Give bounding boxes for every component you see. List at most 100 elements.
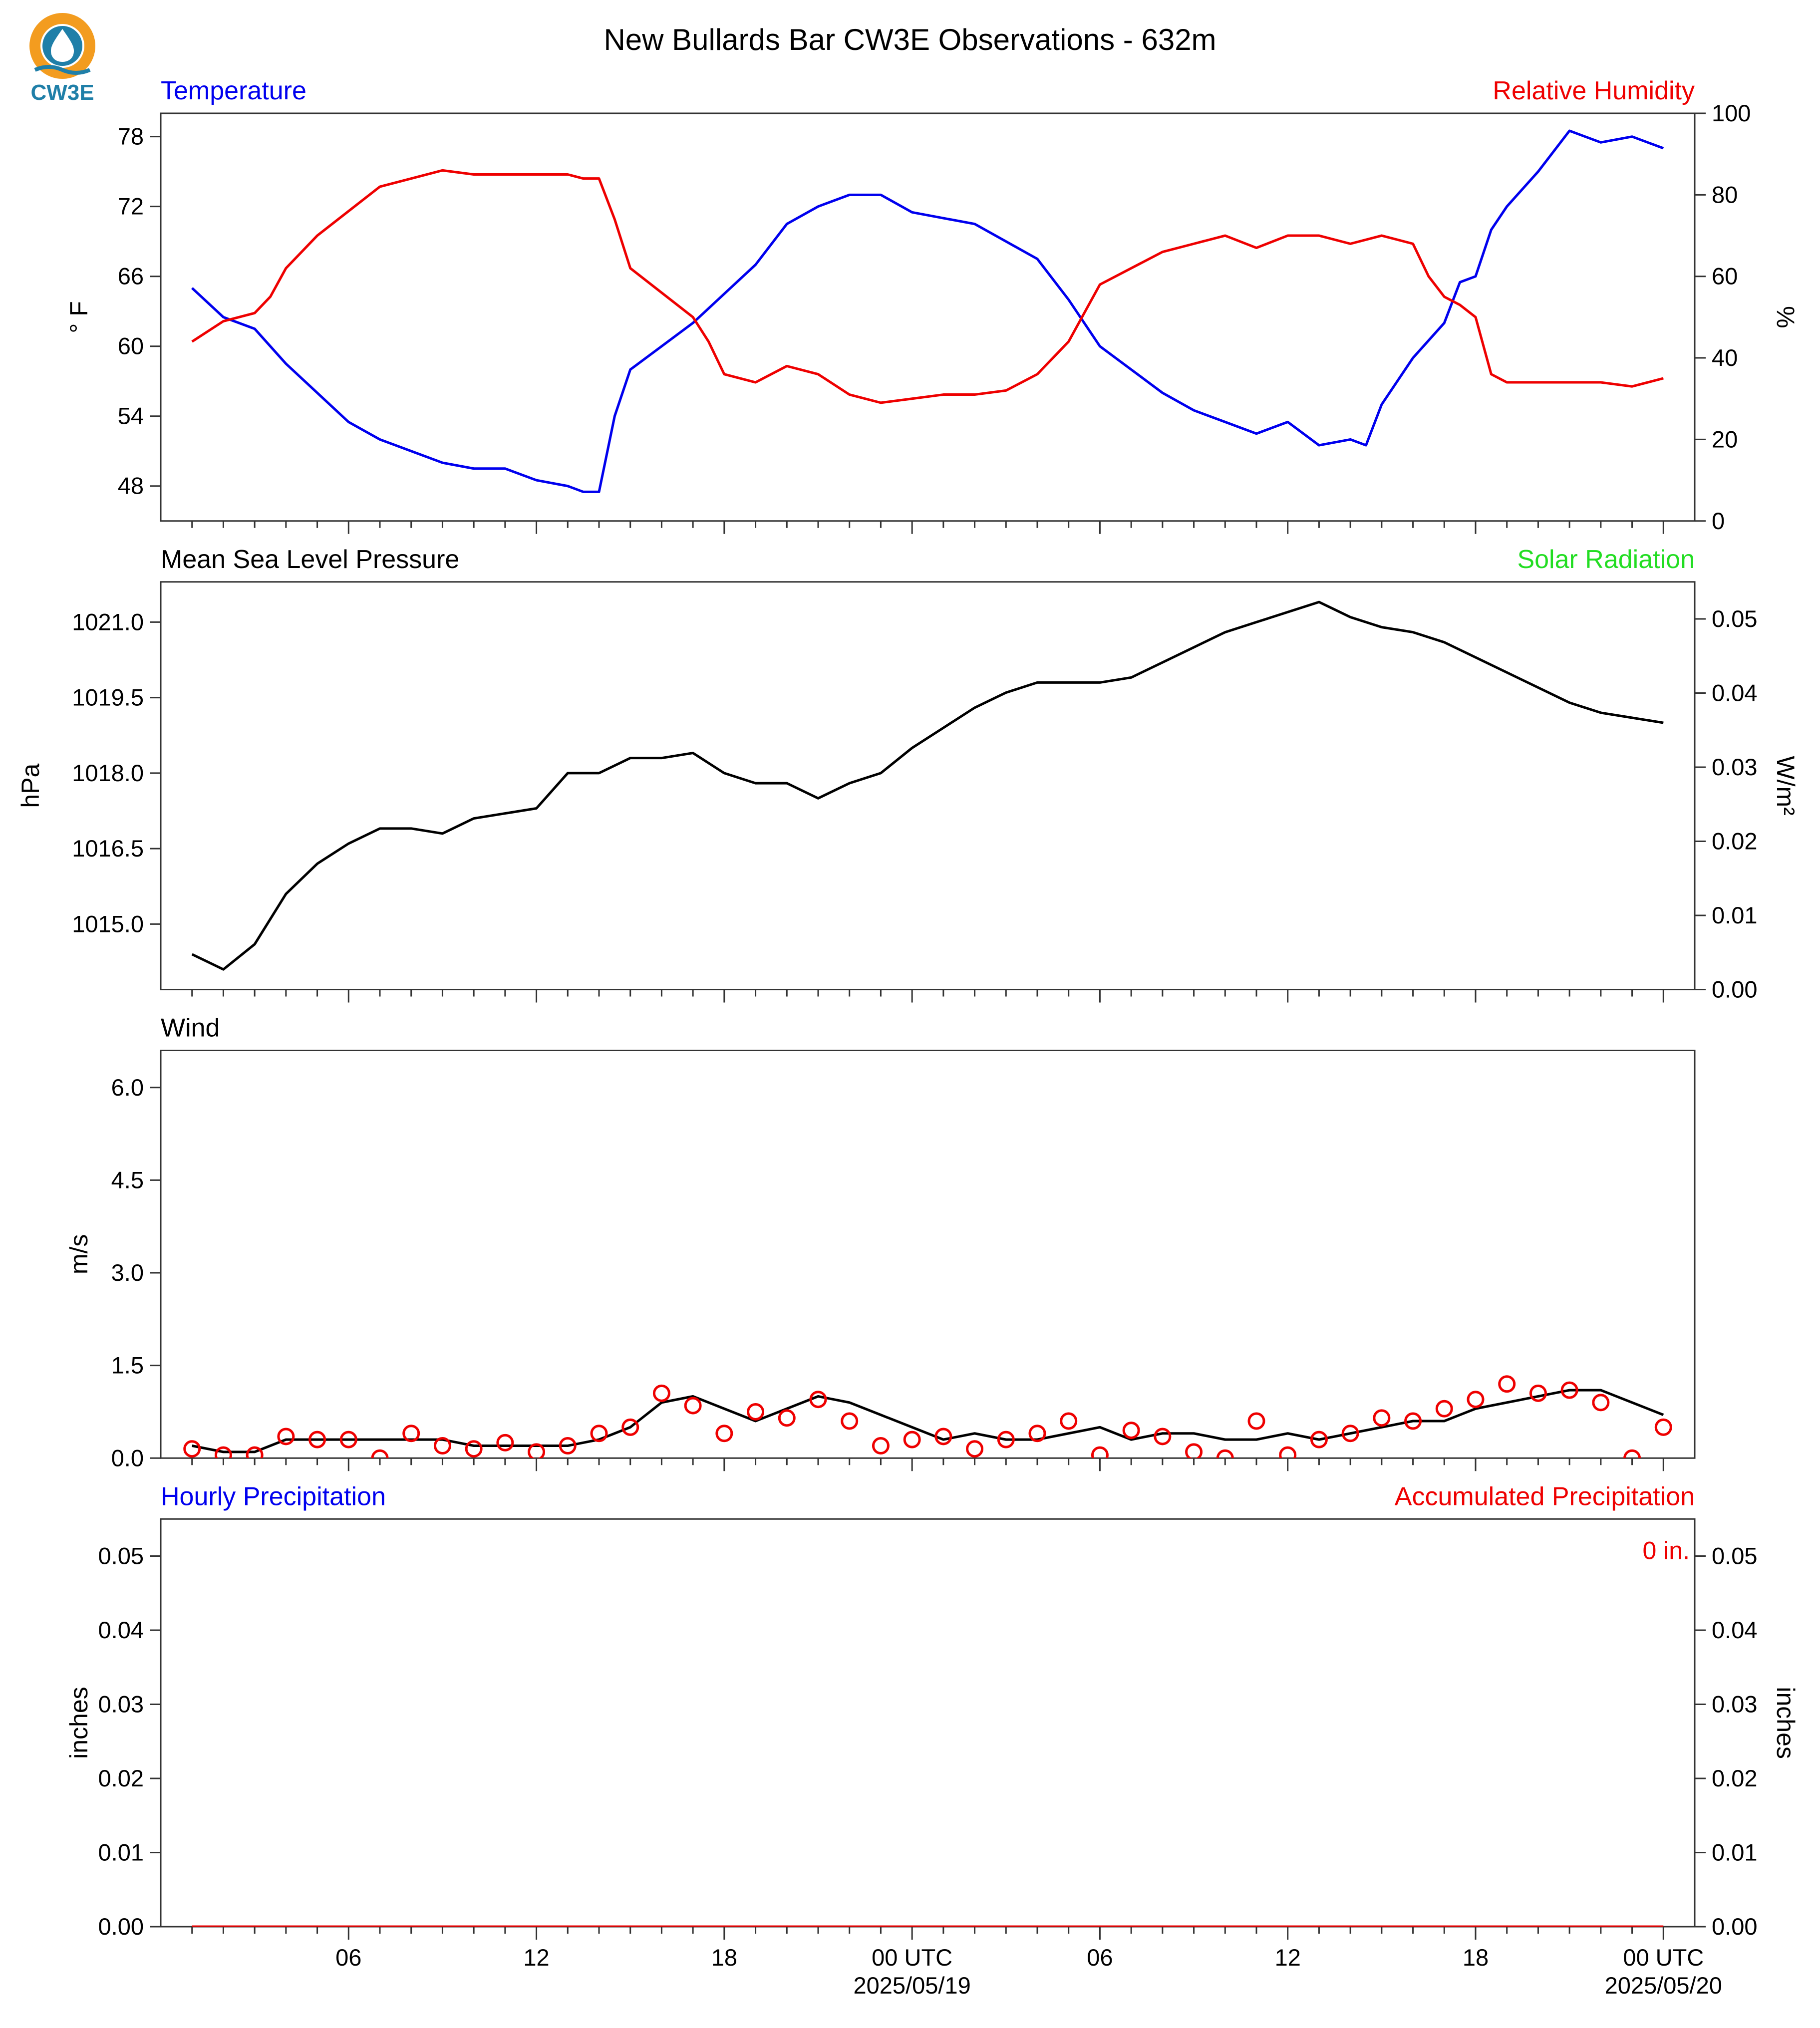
wind-gust-marker: [371, 1449, 389, 1458]
panel-right-title: Accumulated Precipitation: [1395, 1482, 1695, 1511]
y2-tick-label: 0.05: [1712, 1543, 1757, 1569]
plot-frame: [160, 1050, 1696, 1459]
wind-gust-marker: [496, 1434, 514, 1451]
panel-left-title: Hourly Precipitation: [161, 1482, 386, 1511]
y2-tick-label: 80: [1712, 181, 1738, 208]
wind-gust-marker: [778, 1409, 796, 1427]
wind-gust-marker: [559, 1437, 577, 1454]
wind-gust-marker: [1279, 1446, 1297, 1458]
y-tick-label: 1015.0: [72, 910, 144, 937]
y-tick-label: 60: [118, 333, 144, 359]
y2-axis-label: inches: [1772, 1687, 1800, 1759]
y-tick-label: 0.05: [98, 1543, 144, 1569]
water-drop-icon: [51, 29, 74, 62]
panel-3: Hourly Precipitation Accumulated Precipit…: [65, 1482, 1800, 1999]
y-tick-label: 48: [118, 473, 144, 499]
wind-gust-marker: [809, 1391, 827, 1409]
wind-gust-marker: [1498, 1375, 1516, 1393]
series-line-0: [191, 600, 1664, 971]
logo-waves: [34, 65, 91, 75]
y-axis-label: inches: [65, 1687, 93, 1759]
wind-gust-marker: [747, 1403, 765, 1421]
panel-right-title: Relative Humidity: [1493, 76, 1695, 105]
wind-gust-marker: [684, 1397, 702, 1415]
y-tick-label: 0.00: [98, 1913, 144, 1940]
y-tick-label: 0.02: [98, 1765, 144, 1791]
wind-gust-marker: [872, 1437, 890, 1454]
series-line-1: [191, 169, 1664, 404]
x-tick-label: 00 UTC: [872, 1944, 952, 1971]
y2-tick-label: 0: [1712, 508, 1725, 534]
wind-gust-marker: [1091, 1446, 1109, 1458]
panel-left-title: Temperature: [161, 76, 306, 105]
y-axis-label: ° F: [65, 301, 93, 333]
wind-gust-marker: [1060, 1412, 1078, 1430]
series-group: [183, 1375, 1672, 1458]
panel-1: Mean Sea Level Pressure Solar Radiation 10…: [16, 545, 1800, 1003]
y-tick-label: 1019.5: [72, 684, 144, 711]
wind-gust-marker: [339, 1431, 357, 1449]
x-tick-label: 12: [523, 1944, 549, 1971]
wind-gust-marker: [1341, 1425, 1359, 1443]
wind-gust-marker: [841, 1412, 859, 1430]
y2-tick-label: 0.01: [1712, 1839, 1757, 1866]
wind-gust-marker: [1028, 1425, 1046, 1443]
y-tick-label: 0.03: [98, 1691, 144, 1718]
wind-gust-marker: [528, 1443, 546, 1458]
y-tick-label: 4.5: [111, 1166, 144, 1193]
series-group: [191, 600, 1664, 971]
y-tick-label: 54: [118, 403, 144, 429]
series-group: [191, 129, 1664, 493]
wind-gust-marker: [183, 1440, 201, 1458]
y2-axis-label: %: [1772, 306, 1800, 328]
logo-text: CW3E: [30, 80, 94, 105]
wind-gust-marker: [652, 1384, 670, 1402]
y2-tick-label: 0.04: [1712, 680, 1757, 706]
logo-ring: [29, 13, 95, 79]
wind-gust-marker: [1247, 1412, 1265, 1430]
y2-tick-label: 20: [1712, 426, 1738, 452]
wind-gust-marker: [966, 1440, 984, 1458]
wind-gust-marker: [934, 1428, 952, 1446]
plot-frame: [160, 112, 1696, 522]
wind-gust-marker: [1185, 1443, 1203, 1458]
y-tick-label: 1018.0: [72, 760, 144, 786]
wind-gust-marker: [1404, 1412, 1422, 1430]
wind-gust-marker: [1216, 1449, 1234, 1458]
y2-tick-label: 0.00: [1712, 976, 1757, 1003]
panel-left-title: Wind: [161, 1014, 220, 1043]
panel-0: Temperature Relative Humidity 48 54 60 66 72 78…: [65, 76, 1800, 534]
wind-gust-marker: [1560, 1381, 1578, 1399]
x-tick-label: 00 UTC: [1623, 1944, 1704, 1971]
y2-axis-label: W/m²: [1772, 756, 1800, 815]
wind-gust-marker: [903, 1431, 921, 1449]
panel-2: Wind 0.0 1.5 3.0 4.5 6.0 m/s: [65, 1014, 1696, 1471]
y2-tick-label: 0.04: [1712, 1617, 1757, 1643]
y2-tick-label: 0.02: [1712, 1765, 1757, 1791]
wind-gust-marker: [1373, 1409, 1391, 1427]
wind-gust-marker: [621, 1418, 639, 1436]
panel-right-title: Solar Radiation: [1517, 545, 1695, 574]
x-tick-label: 18: [711, 1944, 737, 1971]
y2-tick-label: 0.00: [1712, 1913, 1757, 1940]
wind-gust-marker: [465, 1440, 483, 1458]
wind-gust-marker: [1467, 1391, 1485, 1409]
wind-gust-marker: [715, 1425, 733, 1443]
wind-gust-marker: [1435, 1400, 1453, 1418]
chart-title: New Bullards Bar CW3E Observations - 632…: [604, 23, 1216, 56]
y-tick-label: 1021.0: [72, 608, 144, 635]
wind-gust-marker: [433, 1437, 451, 1454]
y-tick-label: 0.04: [98, 1617, 144, 1643]
x-tick-label: 06: [335, 1944, 361, 1971]
wind-gust-marker: [308, 1431, 326, 1449]
wind-gust-marker: [1529, 1384, 1547, 1402]
y2-tick-label: 40: [1712, 344, 1738, 371]
y-tick-label: 3.0: [111, 1259, 144, 1286]
wind-gust-marker: [1154, 1428, 1172, 1446]
y2-tick-label: 0.03: [1712, 754, 1757, 780]
x-tick-label: 06: [1087, 1944, 1113, 1971]
y-tick-label: 78: [118, 123, 144, 150]
y2-tick-label: 0.02: [1712, 828, 1757, 855]
y-tick-label: 1016.5: [72, 835, 144, 862]
